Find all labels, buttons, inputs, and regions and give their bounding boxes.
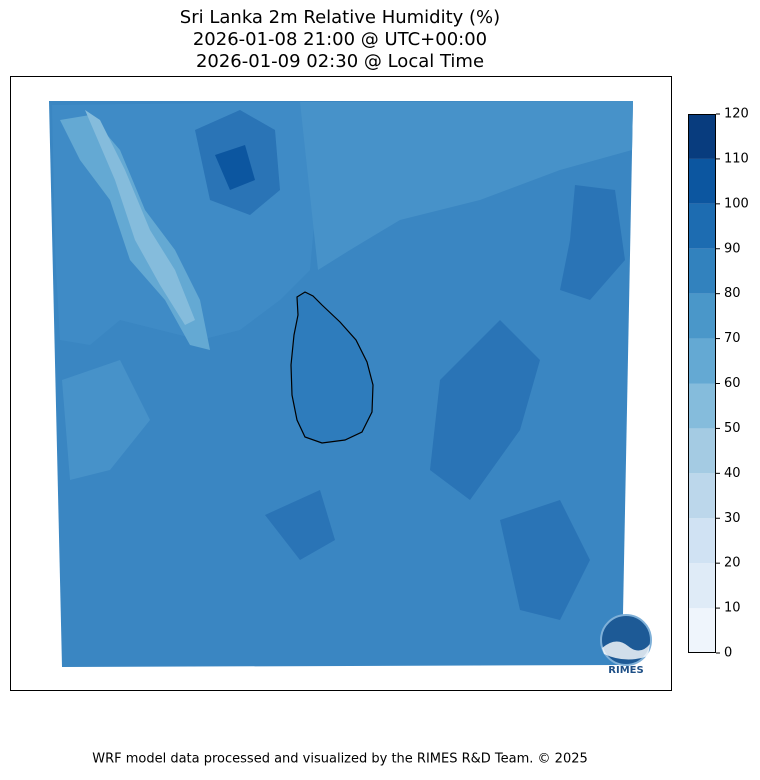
colorbar-tick-label: 100 [724, 196, 749, 211]
colorbar: 0 10 20 30 40 50 60 70 80 90 100 110 120 [688, 107, 749, 661]
colorbar-band [688, 203, 716, 249]
footer: WRF model data processed and visualized … [92, 752, 588, 767]
colorbar-frame [688, 114, 716, 653]
colorbar-band [688, 428, 716, 474]
colorbar-tick-label: 40 [724, 466, 741, 481]
title-line: Sri Lanka 2m Relative Humidity (%) [180, 7, 500, 28]
logo-text: RIMES [608, 665, 643, 676]
colorbar-tick-label: 90 [724, 241, 741, 256]
colorbar-tick-label: 80 [724, 286, 741, 301]
colorbar-band [688, 518, 716, 564]
colorbar-band [688, 473, 716, 519]
colorbar-tick-label: 10 [724, 601, 741, 616]
colorbar-tick-label: 110 [724, 151, 749, 166]
colorbar-band [688, 383, 716, 429]
colorbar-tick-label: 60 [724, 376, 741, 391]
colorbar-tick-label: 20 [724, 556, 741, 571]
colorbar-band [688, 293, 716, 339]
colorbar-tick-label: 50 [724, 421, 741, 436]
colorbar-band [688, 563, 716, 609]
title-line: 2026-01-09 02:30 @ Local Time [196, 51, 484, 72]
colorbar-band [688, 158, 716, 204]
colorbar-band [688, 338, 716, 384]
colorbar-tick-label: 30 [724, 511, 741, 526]
title-line: 2026-01-08 21:00 @ UTC+00:00 [193, 29, 487, 50]
colorbar-tick-label: 0 [724, 646, 732, 661]
colorbar-band [688, 248, 716, 294]
colorbar-tick-label: 120 [724, 107, 749, 122]
logo: RIMES [600, 614, 652, 676]
colorbar-tick-label: 70 [724, 331, 741, 346]
colorbar-band [688, 608, 716, 653]
colorbar-band [688, 114, 716, 159]
map-field [49, 101, 633, 667]
